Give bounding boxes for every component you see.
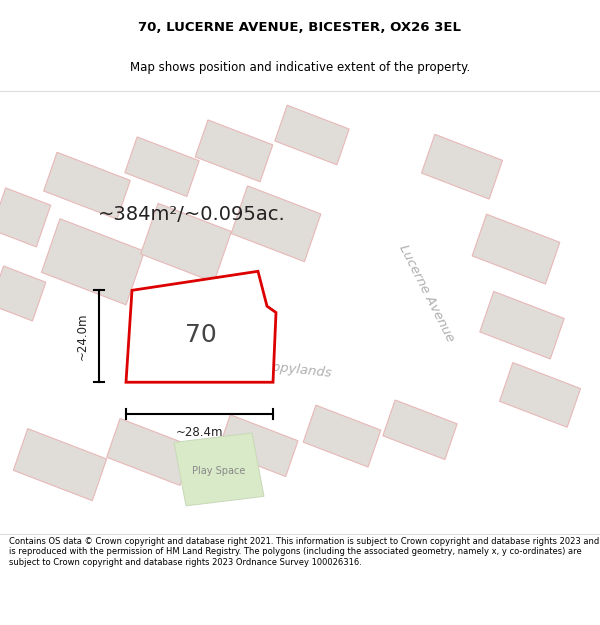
Polygon shape [180, 91, 276, 357]
Polygon shape [231, 186, 321, 262]
Polygon shape [0, 91, 600, 141]
Polygon shape [126, 271, 276, 382]
Polygon shape [0, 266, 46, 321]
Polygon shape [480, 291, 564, 359]
Polygon shape [107, 419, 193, 486]
Polygon shape [218, 415, 298, 476]
Polygon shape [303, 405, 381, 467]
Text: 70, LUCERNE AVENUE, BICESTER, OX26 3EL: 70, LUCERNE AVENUE, BICESTER, OX26 3EL [139, 21, 461, 34]
Polygon shape [36, 91, 132, 357]
Polygon shape [275, 105, 349, 165]
Polygon shape [0, 325, 600, 395]
Text: Map shows position and indicative extent of the property.: Map shows position and indicative extent… [130, 61, 470, 74]
Text: Lucerne Avenue: Lucerne Avenue [396, 242, 456, 344]
Text: ~384m²/~0.095ac.: ~384m²/~0.095ac. [98, 205, 286, 224]
Polygon shape [13, 429, 107, 501]
Text: Contains OS data © Crown copyright and database right 2021. This information is : Contains OS data © Crown copyright and d… [9, 537, 599, 567]
Polygon shape [41, 219, 145, 305]
Polygon shape [195, 120, 273, 182]
Polygon shape [0, 408, 600, 534]
Polygon shape [472, 214, 560, 284]
Polygon shape [140, 203, 232, 282]
Polygon shape [0, 91, 60, 534]
Polygon shape [174, 433, 264, 506]
Polygon shape [44, 152, 130, 219]
Polygon shape [125, 137, 199, 196]
Text: Poppylands: Poppylands [256, 359, 332, 380]
Text: ~24.0m: ~24.0m [76, 312, 89, 360]
Polygon shape [500, 362, 580, 428]
Text: Play Space: Play Space [193, 466, 245, 476]
Polygon shape [0, 188, 51, 247]
Polygon shape [422, 134, 502, 199]
Polygon shape [383, 400, 457, 459]
Text: ~28.4m: ~28.4m [176, 426, 223, 439]
Text: 70: 70 [185, 322, 217, 347]
Polygon shape [372, 91, 600, 534]
